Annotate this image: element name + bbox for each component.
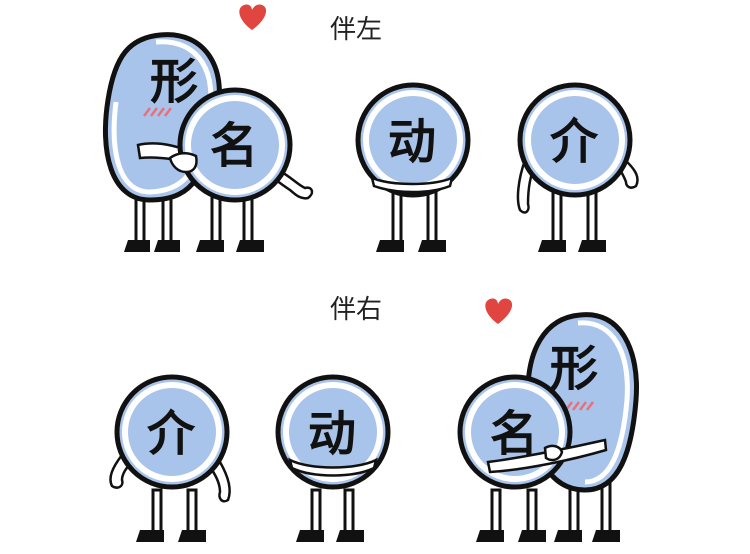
adjective-glyph: 形 xyxy=(150,54,198,110)
verb-glyph: 动 xyxy=(388,114,436,170)
preposition-glyph-bottom: 介 xyxy=(147,406,196,462)
preposition-body xyxy=(517,82,633,198)
preposition-legs-bottom xyxy=(136,488,206,542)
preposition-character-bottom: 介 xyxy=(109,374,231,542)
preposition-character-top: 介 xyxy=(516,82,639,252)
noun-glyph: 名 xyxy=(210,118,258,174)
verb-legs xyxy=(376,188,446,252)
heart-icon xyxy=(239,4,267,31)
noun-character-right: 名 xyxy=(457,374,608,542)
section-title-left: 伴左 xyxy=(330,15,382,45)
verb-legs-bottom xyxy=(296,488,364,542)
verb-glyph-bottom: 动 xyxy=(308,406,356,462)
verb-character-top: 动 xyxy=(355,82,471,252)
verb-arms xyxy=(370,175,454,194)
noun-legs-right xyxy=(476,488,546,542)
verb-body xyxy=(355,82,471,198)
heart-icon xyxy=(485,298,513,324)
noun-arm xyxy=(272,168,314,200)
preposition-legs xyxy=(538,188,606,252)
blush-marks xyxy=(143,107,172,117)
adjective-legs-right xyxy=(554,478,620,542)
verb-character-bottom: 动 xyxy=(275,374,391,542)
adjective-glyph-right: 形 xyxy=(550,341,598,397)
noun-glyph-right: 名 xyxy=(490,406,538,462)
noun-legs xyxy=(196,188,264,252)
noun-body xyxy=(177,87,293,203)
verb-body-bottom xyxy=(275,374,391,490)
preposition-glyph: 介 xyxy=(550,114,599,170)
section-title-right: 伴右 xyxy=(330,295,382,325)
verb-arms-bottom xyxy=(288,457,378,477)
preposition-body-bottom xyxy=(114,374,230,490)
noun-character-left: 名 xyxy=(168,87,314,252)
